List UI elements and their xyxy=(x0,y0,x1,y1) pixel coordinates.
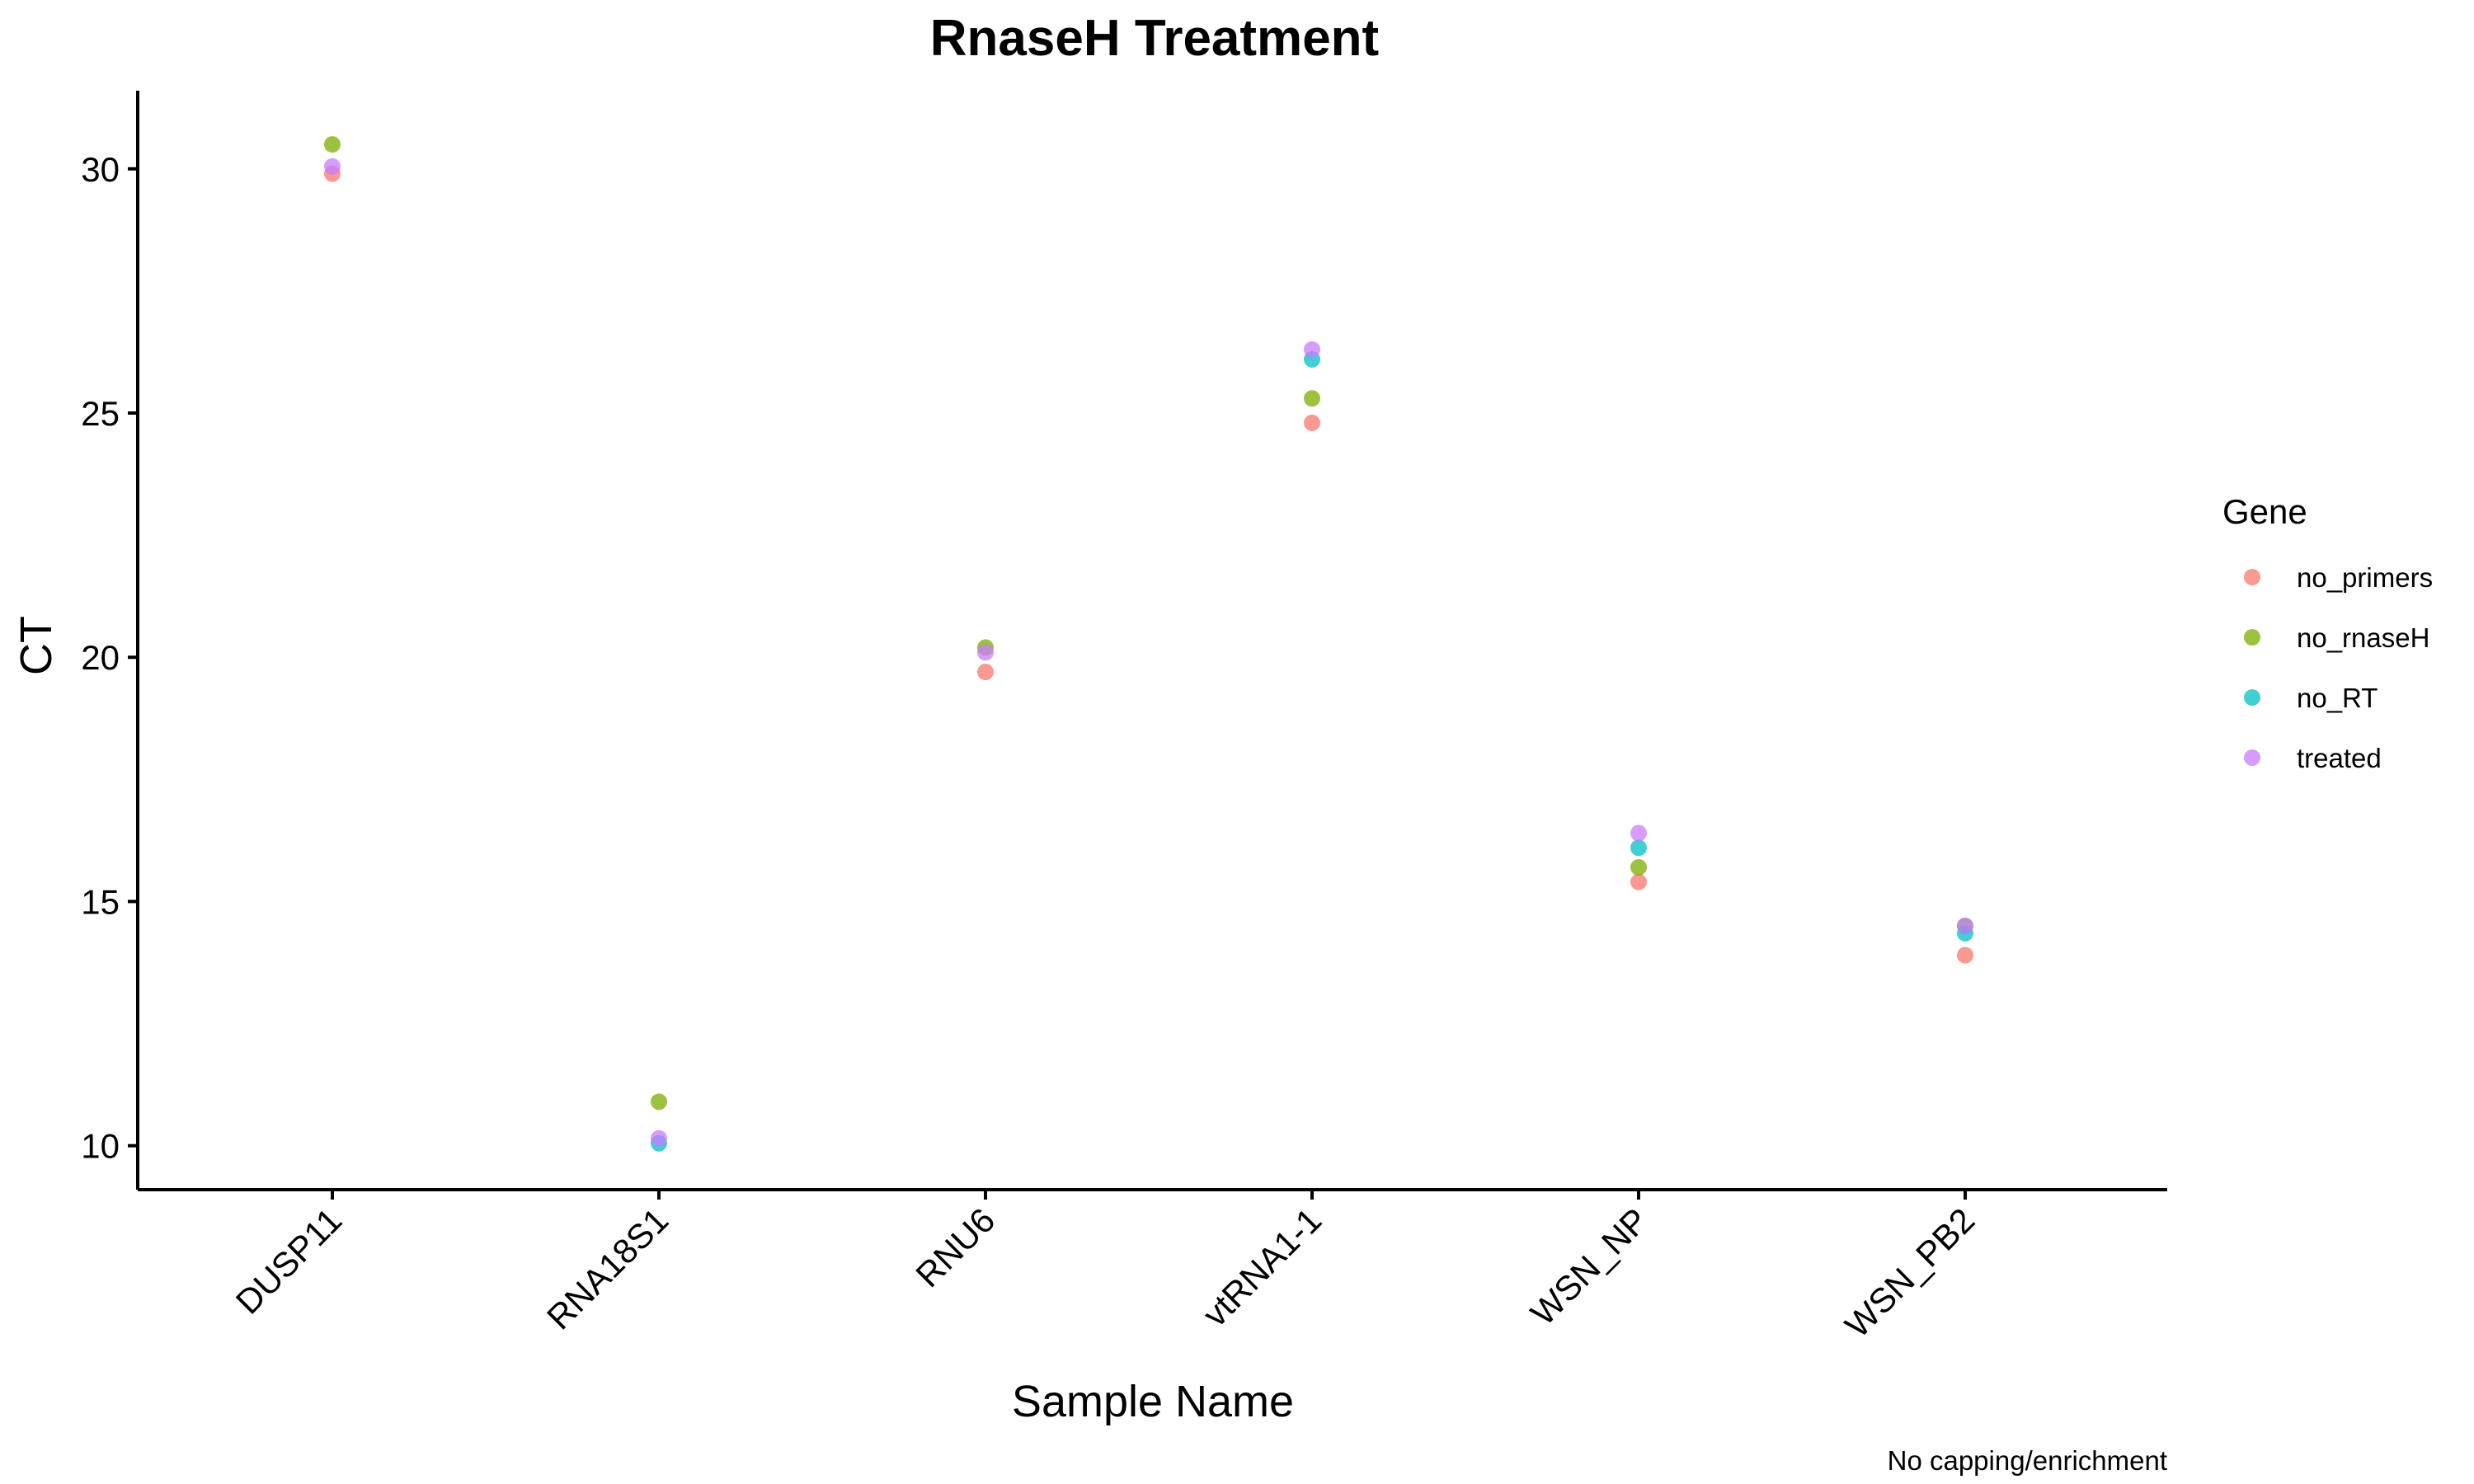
x-tick-label: WSN_NP xyxy=(1523,1200,1655,1332)
x-tick-label: WSN_PB2 xyxy=(1837,1200,1982,1345)
y-tick-label: 10 xyxy=(81,1127,120,1166)
y-tick-label: 25 xyxy=(81,394,120,433)
data-point-no_rnaseH xyxy=(1630,858,1647,876)
data-point-no_RT xyxy=(1630,839,1647,857)
data-point-treated xyxy=(324,157,341,175)
legend-key-no_rnaseH xyxy=(2244,629,2260,646)
data-point-no_rnaseH xyxy=(651,1093,667,1111)
legend-label: no_primers xyxy=(2297,562,2433,593)
y-tick-label: 20 xyxy=(81,638,120,677)
x-tick-label: DUSP11 xyxy=(228,1200,350,1322)
y-tick-label: 30 xyxy=(81,150,120,189)
data-points xyxy=(324,136,1973,1152)
x-tick-label: vtRNA1-1 xyxy=(1195,1200,1329,1334)
data-point-treated xyxy=(1630,824,1647,842)
y-tick-label: 15 xyxy=(81,882,120,921)
legend-label: treated xyxy=(2297,743,2382,773)
caption: No capping/enrichment xyxy=(1888,1445,2167,1476)
data-point-treated xyxy=(651,1129,667,1147)
data-point-treated xyxy=(977,644,994,661)
data-point-no_rnaseH xyxy=(324,136,341,153)
x-ticks: DUSP11 RNA18S1 RNU6 vtRNA1-1 WSN_NP WSN_PB2 xyxy=(228,1190,1982,1345)
data-point-no_primers xyxy=(1630,873,1647,890)
legend-key-no_RT xyxy=(2244,689,2260,706)
legend-title: Gene xyxy=(2222,492,2307,531)
data-point-no_primers xyxy=(1304,414,1320,431)
legend-label: no_rnaseH xyxy=(2297,622,2429,653)
data-point-no_rnaseH xyxy=(1304,390,1320,407)
data-point-treated xyxy=(1957,918,1973,935)
plot-area: 10 15 20 25 30 DUSP11 RNA18S1 RNU6 vtRNA1-1 WSN_… xyxy=(81,91,2167,1345)
legend-key-treated xyxy=(2244,749,2260,766)
legend-label: no_RT xyxy=(2297,683,2378,713)
x-tick-label: RNA18S1 xyxy=(539,1200,675,1336)
data-point-no_primers xyxy=(1957,946,1973,964)
data-point-no_primers xyxy=(977,664,994,681)
chart-title: RnaseH Treatment xyxy=(930,10,1379,67)
legend-key-no_primers xyxy=(2244,569,2260,585)
y-axis-title: CT xyxy=(12,616,61,675)
x-axis-title: Sample Name xyxy=(1012,1377,1294,1426)
y-ticks: 10 15 20 25 30 xyxy=(81,150,138,1166)
data-point-treated xyxy=(1304,340,1320,358)
x-tick-label: RNU6 xyxy=(908,1200,1002,1294)
